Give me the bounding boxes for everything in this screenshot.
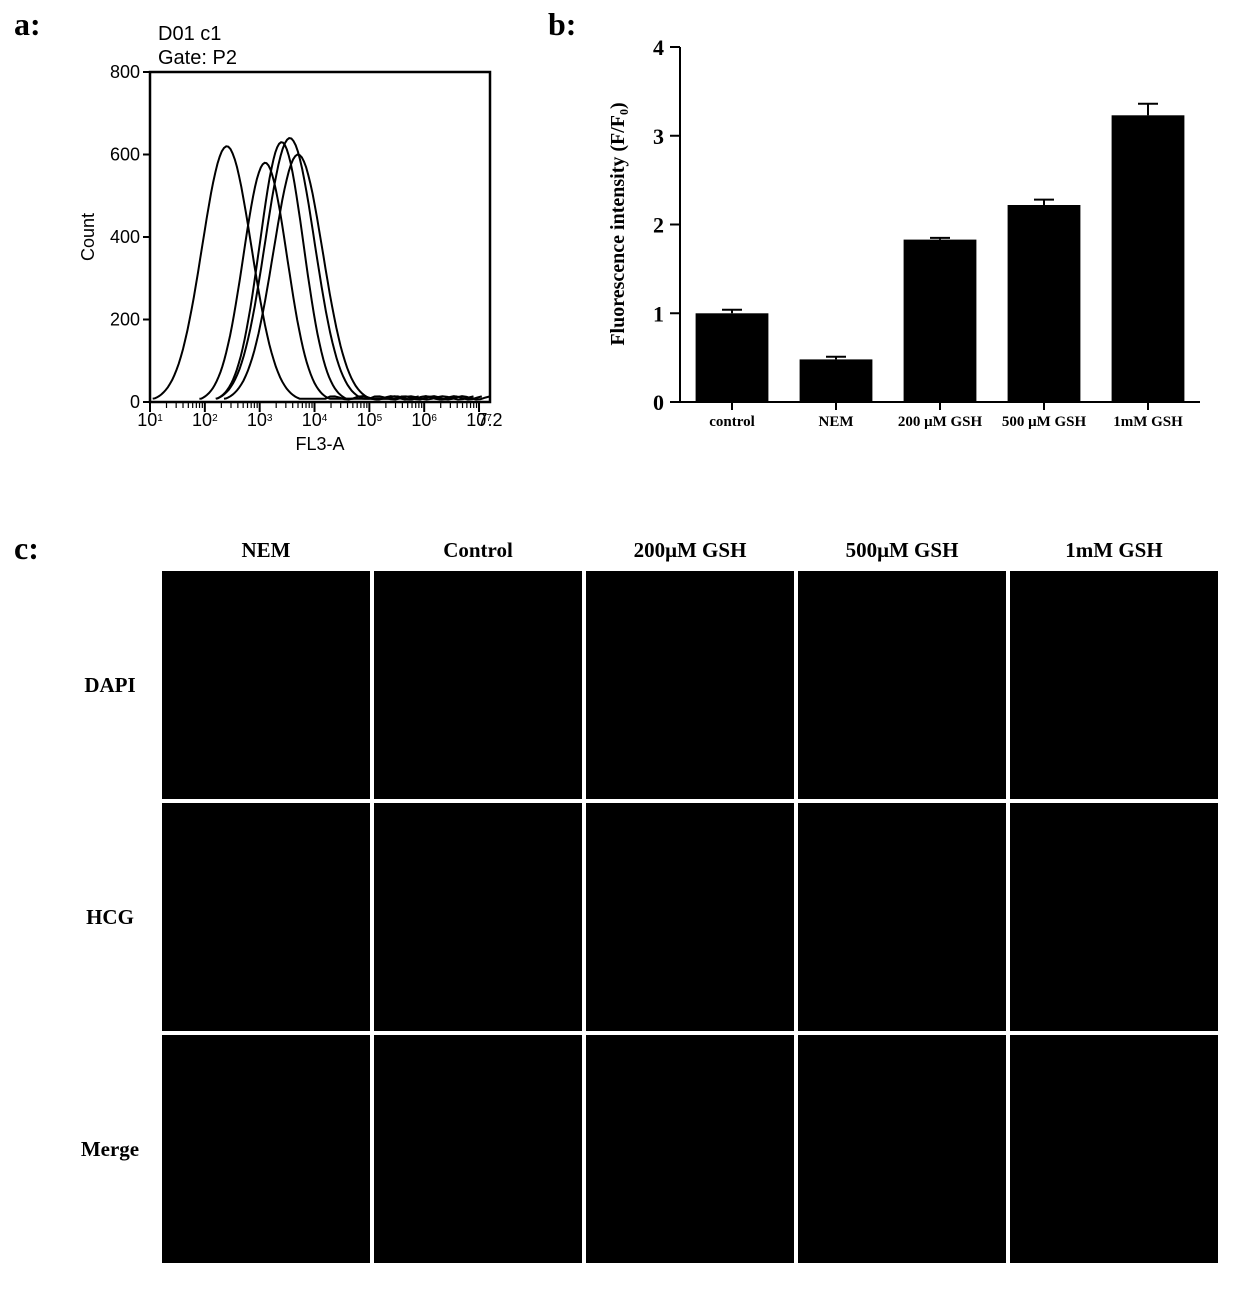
panel-c-container: NEM Control 200μM GSH 500μM GSH 1mM GSH …: [60, 538, 1220, 1265]
svg-text:0: 0: [653, 390, 664, 415]
col-header: 1mM GSH: [1008, 538, 1220, 563]
image-cell: [584, 801, 796, 1033]
svg-text:1: 1: [653, 301, 664, 326]
image-cell: [160, 801, 372, 1033]
image-cell: [1008, 569, 1220, 801]
row-header: HCG: [60, 801, 160, 1033]
svg-text:7.2: 7.2: [477, 410, 502, 430]
image-cell: [372, 569, 584, 801]
image-cell: [372, 1033, 584, 1265]
panel-c-col-headers-row: NEM Control 200μM GSH 500μM GSH 1mM GSH: [60, 538, 1220, 563]
category-label: 1mM GSH: [1113, 414, 1183, 430]
image-cell: [1008, 1033, 1220, 1265]
image-cell: [584, 1033, 796, 1265]
image-cell: [584, 569, 796, 801]
panel-a-container: D01 c1 Gate: P2 0 200 400 600 800 Count …: [70, 12, 510, 457]
image-cell: [796, 801, 1008, 1033]
col-header: NEM: [160, 538, 372, 563]
category-label: 200 μM GSH: [898, 414, 983, 430]
svg-text:400: 400: [110, 227, 140, 247]
flow-histogram: D01 c1 Gate: P2 0 200 400 600 800 Count …: [70, 12, 510, 457]
svg-text:101: 101: [137, 410, 163, 430]
svg-text:105: 105: [357, 410, 383, 430]
category-label: 500 μM GSH: [1002, 414, 1087, 430]
panel-c-corner-spacer: [60, 538, 160, 563]
panel-b-container: 0 1 2 3 4 Fluorescence intensity (F/F₀) …: [600, 12, 1220, 457]
svg-text:600: 600: [110, 145, 140, 165]
category-label: control: [709, 414, 755, 430]
image-cell: [796, 569, 1008, 801]
panel-label-c: c:: [14, 530, 39, 567]
panel-label-b: b:: [548, 6, 576, 43]
svg-text:103: 103: [247, 410, 273, 430]
svg-text:200: 200: [110, 310, 140, 330]
svg-text:3: 3: [653, 124, 664, 149]
panel-a-title2: Gate: P2: [158, 47, 237, 69]
bar: [904, 240, 977, 402]
panel-a-xticks: 1011021031041051061077.2: [137, 402, 502, 430]
image-cell: [372, 801, 584, 1033]
bar: [1112, 115, 1185, 402]
image-cell: [160, 569, 372, 801]
panel-c-grid: DAPI HCG Merge: [60, 569, 1220, 1265]
bar-chart: 0 1 2 3 4 Fluorescence intensity (F/F₀) …: [600, 12, 1220, 457]
svg-text:4: 4: [653, 35, 664, 60]
row-header: DAPI: [60, 569, 160, 801]
svg-text:800: 800: [110, 62, 140, 82]
panel-label-a: a:: [14, 6, 41, 43]
category-label: NEM: [819, 414, 854, 430]
col-header: 200μM GSH: [584, 538, 796, 563]
panel-b-yticks: 0 1 2 3 4: [653, 35, 680, 415]
image-cell: [796, 1033, 1008, 1265]
col-header: Control: [372, 538, 584, 563]
svg-text:102: 102: [192, 410, 218, 430]
bar: [696, 313, 769, 402]
bar: [800, 359, 873, 402]
svg-text:104: 104: [302, 410, 328, 430]
col-header: 500μM GSH: [796, 538, 1008, 563]
row-header: Merge: [60, 1033, 160, 1265]
bars-group: control NEM 200 μM GSH 500 μM GSH 1mM GSH: [696, 104, 1185, 430]
svg-text:2: 2: [653, 213, 664, 238]
svg-text:0: 0: [130, 392, 140, 412]
panel-b-ylabel: Fluorescence intensity (F/F₀): [607, 102, 629, 345]
panel-a-title1: D01 c1: [158, 23, 221, 45]
panel-a-ylabel: Count: [78, 213, 98, 261]
bar: [1008, 205, 1081, 402]
image-cell: [160, 1033, 372, 1265]
panel-a-xlabel: FL3-A: [295, 434, 344, 454]
svg-text:106: 106: [411, 410, 437, 430]
panel-a-yticks: 0 200 400 600 800: [110, 62, 150, 412]
image-cell: [1008, 801, 1220, 1033]
